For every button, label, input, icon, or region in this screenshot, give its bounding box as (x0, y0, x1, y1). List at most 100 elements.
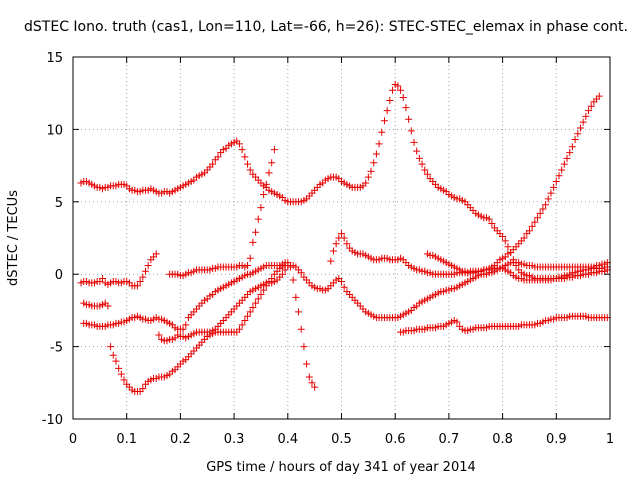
x-tick-label: 1 (606, 432, 614, 447)
data-point (501, 237, 509, 245)
data-point (305, 373, 313, 381)
data-point (579, 118, 587, 126)
data-point (241, 317, 249, 325)
data-point (402, 104, 410, 112)
data-point (383, 107, 391, 115)
data-point (278, 270, 286, 278)
data-point (117, 370, 125, 378)
x-tick-label: 0.9 (546, 432, 567, 447)
data-point (378, 128, 386, 136)
data-point (544, 195, 552, 203)
data-point (241, 153, 249, 161)
data-point (182, 321, 190, 329)
data-point (99, 275, 107, 283)
data-point (292, 293, 300, 301)
data-point (415, 154, 423, 162)
data-point (244, 160, 252, 168)
data-point (311, 383, 319, 391)
data-point (332, 240, 340, 248)
data-point (536, 209, 544, 217)
series-arc-late-rise (423, 92, 603, 277)
data-point (107, 343, 115, 351)
data-point (380, 117, 388, 125)
data-point (587, 102, 595, 110)
x-tick-label: 0.1 (116, 432, 137, 447)
data-point (340, 234, 348, 242)
data-point (295, 308, 303, 316)
y-axis-label: dSTEC / TECUs (6, 190, 21, 286)
x-axis-label: GPS time / hours of day 341 of year 2014 (206, 460, 476, 475)
data-point (399, 94, 407, 102)
data-point (246, 308, 254, 316)
data-point (375, 140, 383, 148)
x-tick-label: 0.8 (492, 432, 513, 447)
data-point (144, 262, 152, 270)
data-point (558, 166, 566, 174)
data-point (397, 86, 405, 94)
x-tick-label: 0.4 (277, 432, 298, 447)
data-point (252, 299, 260, 307)
data-point (209, 160, 217, 168)
data-point (423, 170, 431, 178)
data-point (265, 169, 273, 177)
data-point (244, 312, 252, 320)
data-point (139, 385, 147, 393)
data-point (571, 136, 579, 144)
data-point (568, 143, 576, 151)
data-markers (77, 81, 611, 395)
data-point (136, 277, 144, 285)
data-point (528, 222, 536, 230)
data-point (270, 146, 278, 154)
data-point (238, 146, 246, 154)
data-point (453, 318, 461, 326)
data-point (214, 153, 222, 161)
x-tick-label: 0.6 (385, 432, 406, 447)
data-point (539, 205, 547, 213)
data-point (566, 149, 574, 157)
data-point (372, 150, 380, 158)
data-point (370, 159, 378, 167)
data-point (281, 266, 289, 274)
series-arc-early-cluster (77, 250, 289, 345)
data-point (329, 247, 337, 255)
x-tick-labels: 0 0.1 0.2 0.3 0.4 0.5 0.6 0.7 0.8 0.9 1 (69, 432, 614, 447)
data-point (550, 183, 558, 191)
data-point (155, 331, 163, 339)
data-point (238, 321, 246, 329)
data-point (585, 107, 593, 115)
y-tick-labels: -10 -5 0 5 10 15 (42, 51, 63, 428)
data-point (246, 254, 254, 262)
data-point (338, 277, 345, 285)
data-point (552, 178, 560, 186)
data-point (574, 130, 582, 138)
data-point (576, 124, 584, 132)
data-point (139, 273, 147, 281)
y-tick-label: 15 (46, 51, 63, 66)
data-point (595, 92, 603, 100)
data-point (542, 201, 550, 209)
data-point (413, 147, 421, 155)
x-tick-label: 0.3 (224, 432, 245, 447)
data-point (249, 238, 257, 246)
data-point (254, 215, 262, 223)
data-point (257, 290, 265, 298)
x-tick-label: 0.2 (170, 432, 191, 447)
data-point (362, 179, 370, 187)
data-point (340, 283, 348, 291)
data-point (389, 86, 397, 94)
data-point (300, 343, 308, 351)
data-point (504, 243, 512, 251)
data-point (520, 234, 528, 242)
data-point (343, 240, 351, 248)
data-point (268, 159, 276, 167)
data-point (560, 160, 568, 168)
data-point (297, 269, 305, 277)
data-point (246, 166, 254, 174)
data-point (303, 360, 311, 368)
data-point (289, 276, 297, 284)
data-point (555, 172, 563, 180)
data-point (109, 351, 117, 359)
series-arc-flat-minus-3 (80, 259, 319, 391)
data-point (104, 302, 112, 310)
